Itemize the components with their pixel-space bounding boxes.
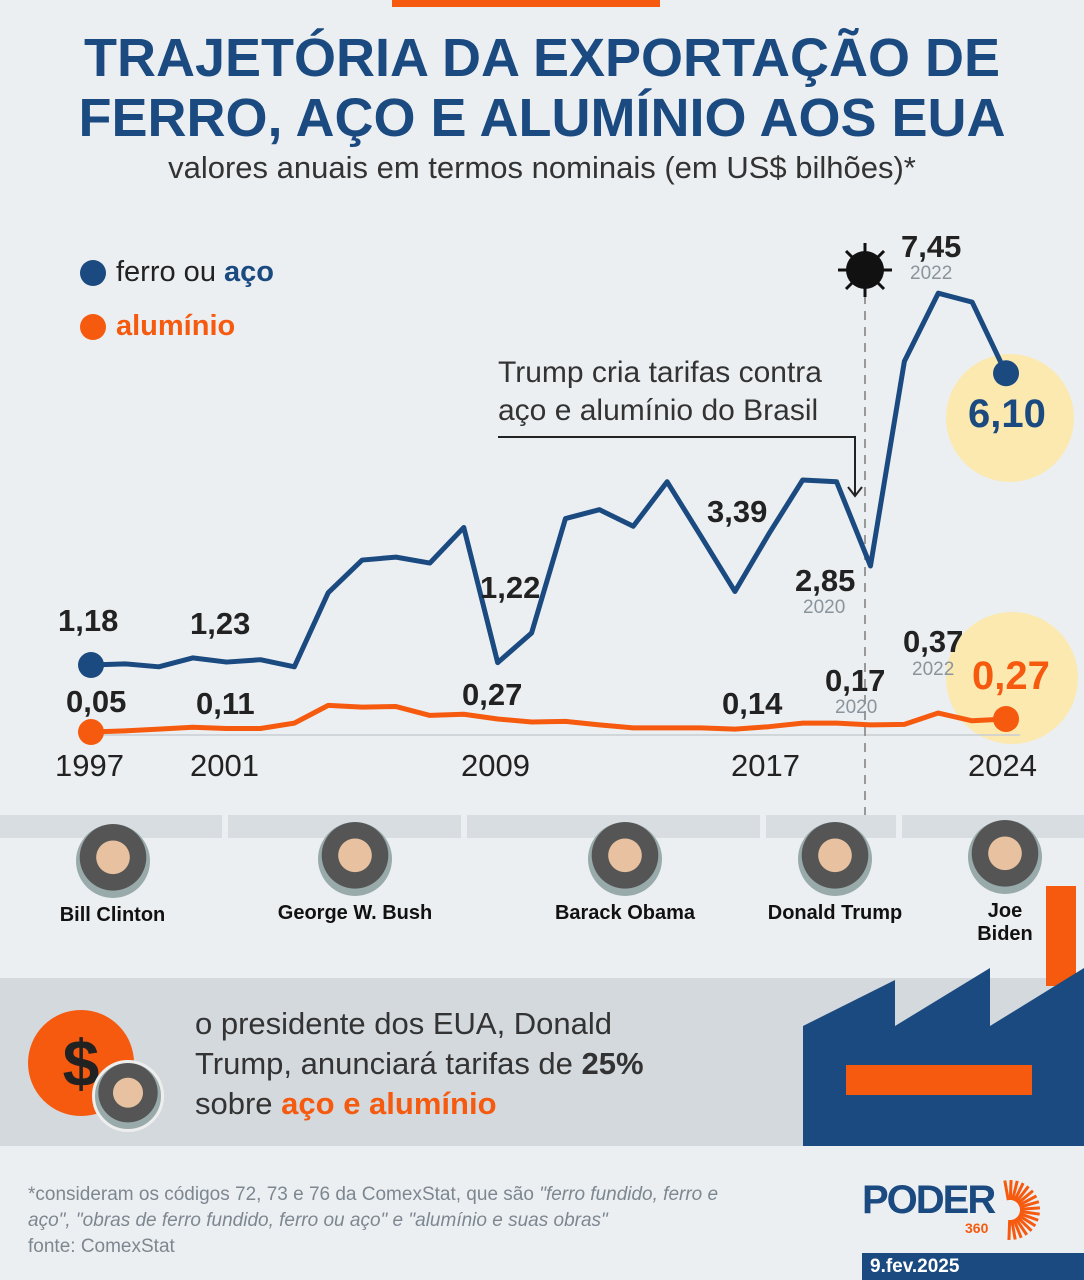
label-al-2022-year: 2022 [912,659,955,680]
avatar [318,822,392,896]
label-al-1997: 0,05 [66,684,127,719]
logo-sun-icon [1003,1179,1041,1241]
aluminum-line [90,702,1007,735]
subtitle: valores anuais em termos nominais (em US… [168,150,916,185]
x-tick: 2009 [461,748,530,783]
avatar [75,824,150,898]
president-clinton: Bill Clinton [40,824,185,927]
virus-icon [838,243,892,297]
label-steel-2024: 6,10 [968,392,1046,436]
label-steel-2022: 7,45 [901,229,962,264]
label-steel-2020: 2,85 [795,563,856,598]
annotation-text: Trump cria tarifas contra aço e alumínio … [498,356,822,427]
factory-icon [803,886,1084,1146]
aluminum-point-2024 [993,705,1020,732]
x-tick: 2024 [968,748,1037,783]
annotation-arrow [498,436,856,495]
steel-point-2024 [993,360,1020,387]
page-title: TRAJETÓRIA DA EXPORTAÇÃO DE FERRO, AÇO E … [78,28,1006,148]
highlight-aluminum-2024 [946,612,1078,744]
avatar [968,820,1042,894]
label-steel-2022-year: 2022 [910,263,953,284]
legend-steel: ferro ou aço [80,256,274,289]
note-text: o presidente dos EUA, Donald Trump, anun… [195,1006,644,1121]
label-al-2017: 0,14 [722,686,783,721]
top-accent-bar [392,0,660,7]
label-steel-2009: 1,22 [480,570,541,605]
chart [78,243,1078,820]
aluminum-point-1997 [78,719,104,746]
label-al-2024: 0,27 [972,654,1050,698]
label-al-2009: 0,27 [462,677,523,712]
steel-point-1997 [78,652,104,679]
president-bush: George W. Bush [270,822,440,925]
label-steel-2020-year: 2020 [803,597,846,618]
date-badge: 9.fev.2025 [862,1253,1084,1280]
logo-sub: 360 [965,1220,989,1236]
x-tick: 2017 [731,748,800,783]
label-al-2020-year: 2020 [835,697,878,718]
label-steel-1997: 1,18 [58,603,119,638]
avatar-trump [92,1060,164,1132]
footnote: *consideram os códigos 72, 73 e 76 da Co… [28,1184,719,1257]
legend-aluminum: alumínio [80,310,235,343]
highlight-steel-2024 [946,354,1074,482]
label-al-2022: 0,37 [903,624,964,659]
president-obama: Barack Obama [545,822,705,925]
avatar [798,822,872,896]
president-trump: Donald Trump [760,822,910,925]
label-steel-2017: 3,39 [707,494,768,529]
x-tick: 2001 [190,748,259,783]
x-tick: 1997 [55,748,124,783]
avatar [588,822,662,896]
steel-line [90,290,1009,670]
label-steel-2001: 1,23 [190,606,251,641]
logo: PODER [862,1178,996,1222]
label-al-2001: 0,11 [196,686,255,721]
president-biden: Joe Biden [955,820,1055,946]
label-al-2020: 0,17 [825,663,886,698]
